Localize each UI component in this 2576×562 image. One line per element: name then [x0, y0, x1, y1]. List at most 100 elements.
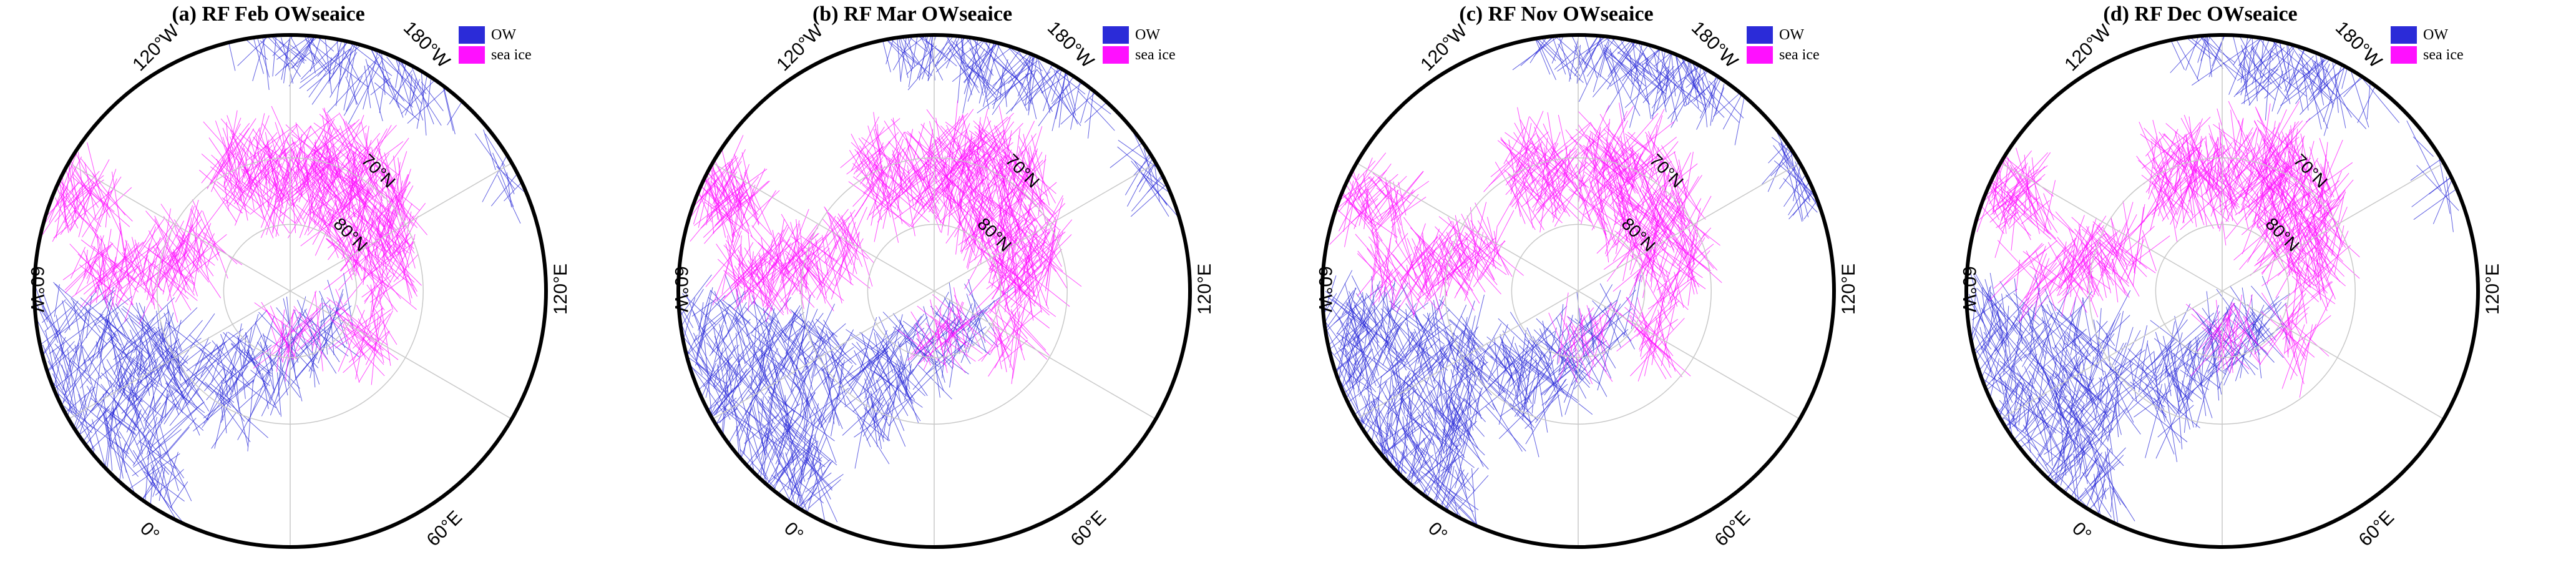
- legend-ow: OW: [2391, 26, 2448, 44]
- ice-swath: [2271, 236, 2305, 279]
- ice-swath: [82, 176, 122, 238]
- ice-swath: [2220, 142, 2253, 185]
- ice-swath: [1010, 274, 1045, 315]
- ice-swath: [2155, 147, 2171, 170]
- ice-swath: [386, 240, 417, 292]
- ice-swath: [192, 199, 220, 256]
- ow-swath: [2094, 457, 2135, 521]
- ice-swath: [955, 184, 964, 255]
- panel-title: (c) RF Nov OWseaice: [1459, 2, 1654, 26]
- ow-swath: [2013, 315, 2048, 355]
- ow-swath: [1509, 355, 1532, 404]
- ow-swath: [2037, 339, 2049, 414]
- ow-swath: [1427, 428, 1457, 497]
- ow-swath: [1411, 377, 1434, 420]
- ow-swath: [771, 422, 809, 494]
- ow-swath: [1516, 305, 1568, 365]
- ow-swath: [168, 320, 182, 370]
- ow-swath: [1973, 327, 1992, 350]
- ow-swath: [859, 317, 877, 373]
- ice-swath: [127, 274, 155, 299]
- ow-swath: [2240, 35, 2253, 83]
- ice-swath: [841, 215, 849, 248]
- ice-swath: [1544, 192, 1561, 214]
- ice-swath: [935, 322, 944, 356]
- ice-swath: [1010, 176, 1032, 215]
- ow-swath: [892, 35, 923, 71]
- ow-swath: [893, 366, 901, 403]
- ow-swath: [828, 344, 845, 394]
- ice-swath: [1402, 227, 1417, 279]
- ow-swath: [2060, 441, 2072, 486]
- ow-swath: [1974, 297, 2030, 355]
- ice-swath: [2035, 197, 2049, 234]
- legend-ow-label: OW: [2423, 26, 2448, 43]
- ow-swath: [1558, 315, 1573, 373]
- ow-swath: [1037, 69, 1081, 126]
- ow-swath: [2099, 376, 2105, 402]
- ice-swath: [2278, 201, 2291, 224]
- ow-swath: [1998, 380, 2057, 434]
- ow-swath: [2042, 305, 2063, 370]
- ice-swath: [2309, 147, 2318, 173]
- ice-swath: [1611, 142, 1637, 219]
- ow-swath: [1636, 60, 1662, 87]
- ow-swath: [2115, 402, 2119, 438]
- ow-swath: [1599, 44, 1613, 74]
- ice-swath: [1040, 214, 1058, 249]
- ow-swath: [2317, 63, 2330, 95]
- ice-swath: [2154, 129, 2178, 190]
- ice-swath: [1622, 204, 1640, 282]
- legend-ice: sea ice: [1747, 46, 1820, 64]
- ice-swath: [364, 206, 375, 280]
- ow-swath: [1435, 317, 1473, 352]
- ow-swath: [790, 441, 826, 468]
- ice-swath: [1503, 126, 1526, 164]
- ow-swath: [61, 364, 77, 417]
- ow-swath: [996, 61, 1038, 91]
- ow-swath: [877, 35, 891, 72]
- ice-swath: [1661, 239, 1695, 304]
- ow-swath: [204, 368, 223, 392]
- ow-swath: [900, 35, 912, 81]
- ow-swath: [269, 354, 288, 405]
- ow-swath: [822, 368, 831, 393]
- ow-swath: [726, 388, 759, 447]
- ice-swath: [2192, 160, 2238, 225]
- ow-swath: [442, 83, 454, 131]
- ice-swath: [344, 177, 386, 228]
- ow-swath: [2005, 294, 2040, 325]
- ice-swath: [1497, 160, 1536, 227]
- ice-swath: [816, 244, 846, 300]
- ow-swath: [948, 341, 966, 365]
- ow-swath: [1465, 405, 1474, 431]
- ow-swath: [1554, 46, 1580, 70]
- ow-swath: [200, 345, 217, 377]
- ice-swath: [2152, 119, 2172, 197]
- ice-swath: [1687, 208, 1701, 266]
- ow-swath: [205, 382, 232, 408]
- ow-swath: [1364, 387, 1398, 417]
- ow-swath: [968, 36, 1018, 80]
- ice-swath: [1348, 192, 1361, 217]
- ice-swath: [1505, 165, 1533, 195]
- ice-swath: [117, 265, 138, 308]
- ice-swath: [1599, 187, 1609, 263]
- ice-swath: [208, 137, 240, 183]
- ow-swath: [892, 326, 940, 368]
- ice-swath: [99, 253, 123, 289]
- ow-swath: [761, 396, 764, 423]
- ow-swath: [256, 342, 301, 398]
- ice-swath: [1996, 212, 2019, 229]
- ice-swath: [970, 200, 983, 244]
- ice-swath: [731, 182, 759, 215]
- ice-swath: [313, 122, 371, 165]
- ice-swath: [326, 297, 388, 345]
- ow-swath: [140, 344, 143, 371]
- ice-swath: [1501, 139, 1542, 170]
- ice-swath: [1425, 245, 1460, 300]
- ice-swath: [960, 145, 975, 175]
- ice-swath: [385, 191, 396, 254]
- ice-swath: [1345, 201, 1398, 238]
- ow-swath: [817, 325, 857, 365]
